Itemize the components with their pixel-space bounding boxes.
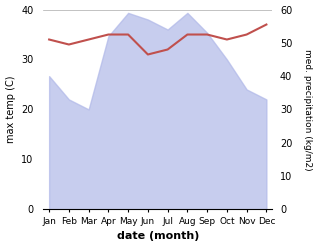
Y-axis label: max temp (C): max temp (C) [5,76,16,143]
Y-axis label: med. precipitation (kg/m2): med. precipitation (kg/m2) [303,49,313,170]
X-axis label: date (month): date (month) [117,231,199,242]
